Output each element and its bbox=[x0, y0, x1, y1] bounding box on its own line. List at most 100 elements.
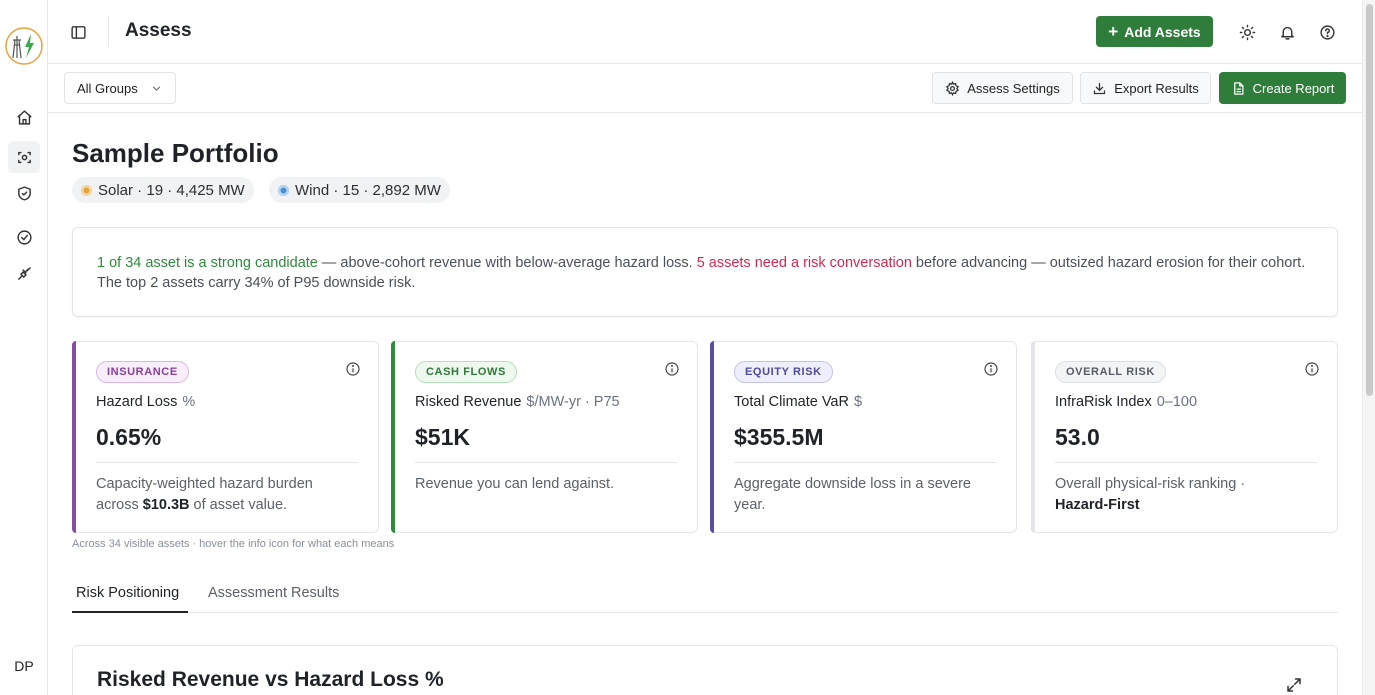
rail-home-button[interactable] bbox=[8, 101, 40, 133]
sidebar-toggle-button[interactable] bbox=[66, 20, 90, 44]
scrollbar-thumb[interactable] bbox=[1366, 4, 1373, 396]
card-label: Total Climate VaR $ bbox=[734, 394, 862, 410]
card-accent bbox=[72, 341, 76, 533]
assess-settings-button[interactable]: Assess Settings bbox=[932, 72, 1073, 104]
document-icon bbox=[1233, 81, 1244, 95]
equity-risk-badge: EQUITY RISK bbox=[734, 361, 833, 383]
card-label: Risked Revenue $/MW-yr · P75 bbox=[415, 394, 620, 410]
sub-toolbar: All Groups Assess Settings Export Result… bbox=[48, 64, 1362, 113]
main-content: Sample Portfolio Solar · 19 · 4,425 MW W… bbox=[48, 113, 1362, 695]
card-value: 53.0 bbox=[1055, 424, 1100, 450]
card-value: $355.5M bbox=[734, 424, 824, 450]
divider bbox=[734, 462, 996, 463]
expand-icon[interactable] bbox=[1285, 676, 1303, 694]
card-desc-bold: $10.3B bbox=[142, 497, 190, 513]
cash-flows-badge: CASH FLOWS bbox=[415, 361, 517, 383]
rail-plug-button[interactable] bbox=[8, 257, 40, 289]
wind-chip-label: Wind · 15 · 2,892 MW bbox=[295, 181, 441, 199]
summary-text-2: before advancing — outsized hazard erosi… bbox=[97, 255, 1306, 291]
chart-section: Risked Revenue vs Hazard Loss % bbox=[72, 645, 1338, 695]
bell-icon bbox=[1280, 26, 1294, 40]
card-accent bbox=[391, 341, 395, 533]
card-value: $51K bbox=[415, 424, 470, 450]
card-label-text: Hazard Loss bbox=[96, 394, 178, 410]
rail-assess-button[interactable] bbox=[8, 141, 40, 173]
group-select[interactable]: All Groups bbox=[64, 72, 176, 104]
card-description: Overall physical-risk ranking · Hazard-F… bbox=[1055, 474, 1317, 516]
solar-chip-label: Solar · 19 · 4,425 MW bbox=[98, 181, 245, 199]
info-icon[interactable] bbox=[664, 361, 680, 377]
card-unit: % bbox=[182, 394, 196, 410]
shield-icon bbox=[17, 185, 31, 201]
info-icon[interactable] bbox=[345, 361, 361, 377]
card-description: Revenue you can lend against. bbox=[415, 474, 677, 495]
card-unit: $/MW-yr · P75 bbox=[526, 394, 620, 410]
gear-icon bbox=[946, 80, 960, 96]
card-unit: 0–100 bbox=[1156, 394, 1198, 410]
risk-conversation-text: 5 assets need a risk conversation bbox=[696, 255, 912, 271]
chevron-down-icon bbox=[152, 85, 160, 91]
card-description: Capacity-weighted hazard burden across $… bbox=[96, 474, 358, 516]
add-assets-button[interactable]: + Add Assets bbox=[1096, 16, 1213, 47]
divider bbox=[415, 462, 677, 463]
page-scrollbar[interactable] bbox=[1362, 0, 1375, 695]
wind-chip: Wind · 15 · 2,892 MW bbox=[269, 177, 450, 203]
plug-icon bbox=[17, 266, 31, 280]
card-label: Hazard Loss% bbox=[96, 394, 195, 410]
card-accent bbox=[710, 341, 714, 533]
tab-assessment-results[interactable]: Assessment Results bbox=[208, 585, 340, 601]
metric-card-climate-var: EQUITY RISK Total Climate VaR $ $355.5M A… bbox=[710, 341, 1017, 533]
wind-icon bbox=[278, 184, 289, 196]
divider bbox=[1055, 462, 1317, 463]
logo-icon[interactable] bbox=[4, 26, 44, 66]
overall-risk-badge: OVERALL RISK bbox=[1055, 361, 1166, 383]
rail-check-button[interactable] bbox=[8, 221, 40, 253]
assess-settings-label: Assess Settings bbox=[967, 80, 1060, 96]
card-desc-text: Aggregate downside loss in a severe year… bbox=[734, 476, 971, 513]
user-avatar[interactable]: DP bbox=[14, 658, 34, 674]
summary-text-1: — above-cohort revenue with below-averag… bbox=[317, 255, 697, 271]
add-assets-label: Add Assets bbox=[1124, 23, 1201, 40]
card-desc-text-2: of asset value. bbox=[189, 497, 288, 513]
card-label: InfraRisk Index 0–100 bbox=[1055, 394, 1197, 410]
notifications-button[interactable] bbox=[1275, 20, 1299, 44]
active-tab-indicator bbox=[72, 611, 188, 613]
cards-footnote: Across 34 visible assets · hover the inf… bbox=[72, 538, 395, 550]
portfolio-title: Sample Portfolio bbox=[72, 138, 279, 168]
card-label-text: InfraRisk Index bbox=[1055, 394, 1152, 410]
chart-title: Risked Revenue vs Hazard Loss % bbox=[97, 668, 444, 691]
sidebar-toggle-icon bbox=[70, 25, 86, 39]
top-bar: Assess + Add Assets bbox=[48, 0, 1362, 64]
create-report-label: Create Report bbox=[1252, 80, 1335, 96]
assess-scan-icon bbox=[17, 151, 31, 163]
check-circle-icon bbox=[16, 229, 32, 245]
info-icon[interactable] bbox=[983, 361, 999, 377]
card-label-text: Total Climate VaR bbox=[734, 394, 849, 410]
solar-chip: Solar · 19 · 4,425 MW bbox=[72, 177, 254, 203]
metric-card-infrarisk-index: OVERALL RISK InfraRisk Index 0–100 53.0 O… bbox=[1031, 341, 1338, 533]
create-report-button[interactable]: Create Report bbox=[1219, 72, 1346, 104]
help-icon bbox=[1319, 24, 1335, 40]
strong-candidate-text: 1 of 34 asset is a strong candidate bbox=[97, 255, 318, 271]
card-value: 0.65% bbox=[96, 424, 162, 450]
rail-shield-button[interactable] bbox=[8, 177, 40, 209]
summary-callout: 1 of 34 asset is a strong candidate — ab… bbox=[72, 227, 1338, 317]
page-title: Assess bbox=[125, 20, 192, 41]
tab-risk-positioning[interactable]: Risk Positioning bbox=[76, 585, 180, 601]
info-icon[interactable] bbox=[1304, 361, 1320, 377]
card-unit: $ bbox=[853, 394, 863, 410]
card-label-text: Risked Revenue bbox=[415, 394, 522, 410]
card-accent bbox=[1031, 341, 1035, 533]
card-desc-text: Capacity-weighted hazard burden across bbox=[96, 476, 313, 513]
card-desc-text: Revenue you can lend against. bbox=[415, 476, 615, 492]
solar-icon bbox=[81, 184, 92, 196]
group-select-value: All Groups bbox=[77, 80, 138, 96]
left-rail: DP bbox=[0, 0, 48, 695]
tab-bar: Risk Positioning Assessment Results bbox=[72, 577, 1338, 613]
theme-toggle-button[interactable] bbox=[1235, 20, 1259, 44]
help-button[interactable] bbox=[1315, 20, 1339, 44]
card-desc-text: Overall physical-risk ranking · bbox=[1055, 476, 1246, 492]
divider bbox=[96, 462, 358, 463]
export-results-button[interactable]: Export Results bbox=[1080, 72, 1211, 104]
